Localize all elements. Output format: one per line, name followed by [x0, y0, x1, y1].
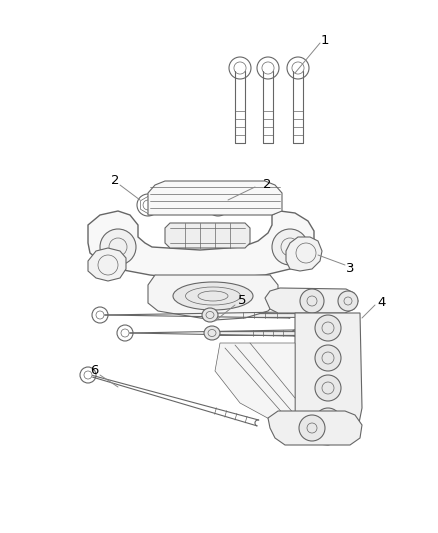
Circle shape — [338, 291, 358, 311]
Text: 3: 3 — [346, 262, 354, 274]
Circle shape — [272, 229, 308, 265]
Polygon shape — [215, 343, 295, 433]
Polygon shape — [286, 237, 322, 271]
Polygon shape — [268, 411, 362, 445]
Text: 1: 1 — [321, 34, 329, 46]
Text: 2: 2 — [263, 177, 271, 190]
Text: 5: 5 — [238, 295, 246, 308]
Polygon shape — [265, 288, 358, 313]
Polygon shape — [295, 313, 362, 445]
Circle shape — [299, 415, 325, 441]
Polygon shape — [165, 223, 250, 248]
Polygon shape — [148, 181, 282, 215]
Text: 4: 4 — [378, 296, 386, 310]
Circle shape — [315, 345, 341, 371]
Circle shape — [100, 229, 136, 265]
Circle shape — [315, 315, 341, 341]
Polygon shape — [88, 248, 126, 281]
Circle shape — [315, 375, 341, 401]
Ellipse shape — [204, 326, 220, 340]
Circle shape — [315, 408, 341, 434]
Polygon shape — [88, 211, 314, 278]
Ellipse shape — [202, 308, 218, 322]
Text: 2: 2 — [111, 174, 119, 188]
Circle shape — [300, 289, 324, 313]
Polygon shape — [148, 275, 278, 320]
Text: 6: 6 — [90, 365, 98, 377]
Ellipse shape — [173, 282, 253, 310]
